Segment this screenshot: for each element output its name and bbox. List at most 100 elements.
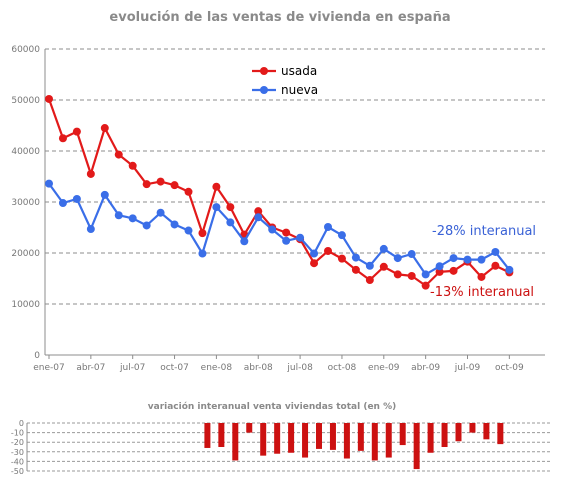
data-point-nueva (365, 261, 374, 270)
data-point-usada (491, 261, 500, 270)
bar-ene-09 (371, 423, 378, 461)
data-point-nueva (254, 213, 263, 222)
data-point-nueva (212, 203, 221, 212)
bar-jul-08 (288, 423, 295, 453)
data-point-usada (379, 262, 388, 271)
x-tick-label: oct-09 (495, 363, 524, 373)
data-point-usada (212, 182, 221, 191)
x-tick-label: jul-08 (286, 363, 313, 373)
data-point-usada (86, 169, 95, 178)
data-point-nueva (114, 211, 123, 220)
bar-axes: 0-10-20-30-40-50 (11, 419, 28, 476)
data-point-nueva (156, 208, 165, 217)
data-point-nueva (407, 250, 416, 259)
data-point-usada (365, 276, 374, 285)
data-point-nueva (379, 244, 388, 253)
x-tick-label: ene-08 (201, 363, 233, 373)
annotation-usada: -13% interanual (430, 285, 534, 300)
data-point-nueva (296, 233, 305, 242)
data-point-usada (184, 187, 193, 196)
x-tick-label: abr-08 (244, 363, 273, 373)
data-point-usada (435, 267, 444, 276)
x-tick-label: ene-07 (33, 363, 64, 373)
data-point-nueva (142, 221, 151, 230)
legend-marker-usada (260, 67, 268, 75)
bar-y-tick-label: -10 (11, 429, 24, 438)
bar-mar-08 (232, 423, 239, 461)
data-point-usada (282, 228, 291, 237)
data-point-usada (337, 254, 346, 263)
data-point-nueva (86, 225, 95, 234)
x-tick-label: oct-08 (328, 363, 357, 373)
data-point-nueva (324, 222, 332, 231)
series-line-usada (47, 98, 510, 287)
data-point-usada (198, 229, 207, 238)
bar-chart-title: variación interanual venta viviendas tot… (148, 401, 396, 412)
y-tick-label: 20000 (11, 249, 40, 259)
data-point-nueva (393, 254, 402, 263)
data-point-nueva (435, 262, 444, 271)
main-grid (45, 48, 545, 305)
data-point-usada (170, 181, 179, 190)
data-point-nueva (58, 199, 67, 208)
y-tick-label: 0 (34, 351, 40, 361)
bar-y-tick-label: -40 (11, 457, 24, 466)
bar-nov-08 (343, 423, 350, 459)
data-point-usada (226, 203, 235, 212)
data-point-nueva (282, 236, 291, 245)
data-point-nueva (337, 231, 346, 240)
data-point-nueva (45, 179, 53, 188)
bar-ago-09 (469, 423, 476, 433)
data-point-nueva (240, 237, 249, 246)
data-point-usada (100, 124, 109, 133)
data-point-usada (254, 207, 263, 216)
bar-sep-08 (316, 423, 322, 449)
bar-marks (204, 423, 504, 470)
data-point-usada (310, 259, 319, 268)
data-point-usada (72, 127, 81, 136)
bar-may-09 (427, 423, 434, 453)
data-point-nueva (226, 218, 235, 227)
data-point-nueva (100, 190, 109, 199)
series-line-nueva (48, 182, 511, 276)
bar-y-tick-label: -20 (11, 438, 24, 447)
y-tick-label: 60000 (11, 45, 40, 55)
x-tick-label: jul-07 (119, 363, 145, 373)
bar-ene-08 (204, 423, 211, 448)
x-tick-label: abr-07 (76, 363, 105, 373)
data-point-nueva (505, 265, 514, 274)
data-point-nueva (128, 214, 137, 223)
data-point-usada (324, 246, 332, 255)
data-point-usada (477, 272, 486, 281)
bar-y-tick-label: 0 (19, 419, 24, 428)
bar-y-tick-label: -30 (11, 448, 24, 457)
data-point-usada (128, 161, 137, 170)
data-point-usada (407, 271, 416, 280)
legend-label-usada: usada (281, 64, 317, 78)
bar-dic-08 (357, 423, 364, 451)
bar-oct-08 (329, 423, 336, 450)
data-point-usada (421, 281, 430, 290)
bar-may-08 (260, 423, 267, 456)
x-tick-label: ene-09 (368, 363, 400, 373)
legend-marker-nueva (260, 86, 268, 94)
y-tick-label: 40000 (11, 147, 40, 157)
y-tick-label: 10000 (11, 300, 40, 310)
data-point-nueva (268, 225, 277, 234)
legend: usada nueva (252, 64, 318, 97)
bar-jun-08 (274, 423, 281, 454)
bar-abr-09 (413, 423, 420, 470)
main-axes: 0 10000 20000 30000 40000 50000 60000 ene-07 abr… (11, 45, 545, 373)
bar-ago-08 (302, 423, 309, 458)
x-tick-label: oct-07 (160, 363, 189, 373)
data-point-nueva (449, 254, 458, 263)
data-point-nueva (170, 220, 179, 229)
bar-abr-08 (246, 423, 253, 433)
data-point-nueva (184, 226, 193, 235)
data-point-usada (351, 265, 360, 274)
bar-jul-09 (455, 423, 462, 442)
x-tick-label: abr-09 (411, 363, 440, 373)
legend-label-nueva: nueva (281, 83, 318, 97)
data-point-usada (45, 94, 53, 103)
